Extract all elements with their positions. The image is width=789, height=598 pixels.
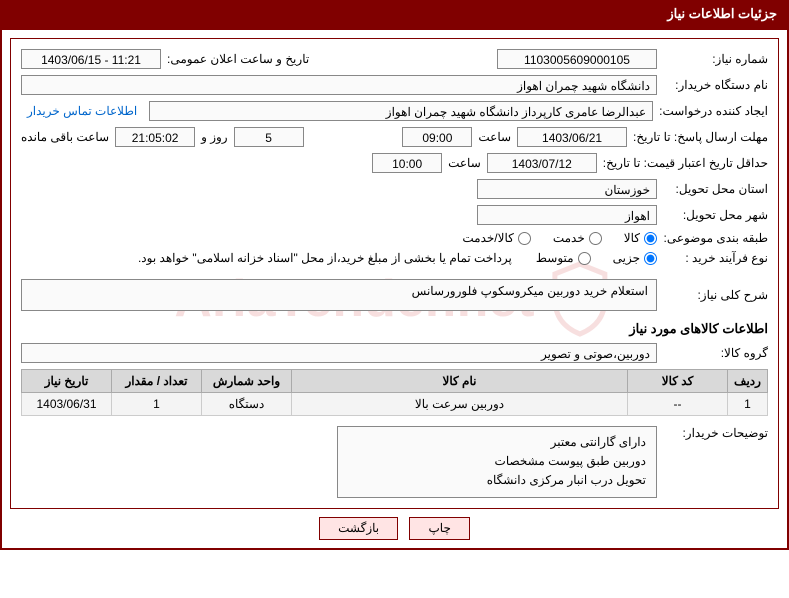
row-deadline: مهلت ارسال پاسخ: تا تاریخ: 1403/06/21 سا…	[21, 127, 768, 147]
group-label: گروه کالا:	[663, 346, 768, 360]
days-remaining-field: 5	[234, 127, 304, 147]
validity-date-field: 1403/07/12	[487, 153, 597, 173]
category-radios: کالا خدمت کالا/خدمت	[444, 231, 657, 245]
td-code: --	[628, 393, 728, 416]
validity-time-field: 10:00	[372, 153, 442, 173]
need-number-label: شماره نیاز:	[663, 52, 768, 66]
goods-table: ردیف کد کالا نام کالا واحد شمارش تعداد /…	[21, 369, 768, 416]
radio-partial-input[interactable]	[644, 252, 657, 265]
group-field: دوربین،صوتی و تصویر	[21, 343, 657, 363]
province-field: خوزستان	[477, 179, 657, 199]
process-note: پرداخت تمام یا بخشی از مبلغ خرید،از محل …	[21, 251, 512, 265]
page-title-bar: جزئیات اطلاعات نیاز	[0, 0, 789, 28]
radio-partial[interactable]: جزیی	[613, 251, 657, 265]
print-button[interactable]: چاپ	[409, 517, 469, 540]
outer-frame: شماره نیاز: 1103005609000105 تاریخ و ساع…	[0, 28, 789, 550]
page-title: جزئیات اطلاعات نیاز	[667, 6, 777, 21]
radio-service-input[interactable]	[589, 232, 602, 245]
buyer-notes-label: توضیحات خریدار:	[663, 426, 768, 440]
row-city: شهر محل تحویل: اهواز	[21, 205, 768, 225]
province-label: استان محل تحویل:	[663, 182, 768, 196]
note-line-2: دوربین طبق پیوست مشخصات	[348, 452, 646, 471]
desc-label: شرح کلی نیاز:	[663, 288, 768, 302]
countdown-field: 21:05:02	[115, 127, 195, 147]
note-line-1: دارای گارانتی معتبر	[348, 433, 646, 452]
td-unit: دستگاه	[202, 393, 292, 416]
announce-label: تاریخ و ساعت اعلان عمومی:	[167, 52, 309, 66]
announce-field: 1403/06/15 - 11:21	[21, 49, 161, 69]
need-number-field: 1103005609000105	[497, 49, 657, 69]
deadline-label: مهلت ارسال پاسخ: تا تاریخ:	[633, 130, 768, 144]
td-name: دوربین سرعت بالا	[292, 393, 628, 416]
buyer-org-label: نام دستگاه خریدار:	[663, 78, 768, 92]
row-province: استان محل تحویل: خوزستان	[21, 179, 768, 199]
requester-field: عبدالرضا عامری کارپرداز دانشگاه شهید چمر…	[149, 101, 653, 121]
contact-link[interactable]: اطلاعات تماس خریدار	[21, 104, 143, 118]
th-unit: واحد شمارش	[202, 370, 292, 393]
desc-textbox: استعلام خرید دوربین میکروسکوپ فلورورسانس	[21, 279, 657, 311]
back-button[interactable]: بازگشت	[319, 517, 398, 540]
city-field: اهواز	[477, 205, 657, 225]
th-row: ردیف	[728, 370, 768, 393]
table-header-row: ردیف کد کالا نام کالا واحد شمارش تعداد /…	[22, 370, 768, 393]
radio-medium[interactable]: متوسط	[536, 251, 591, 265]
radio-service[interactable]: خدمت	[553, 231, 602, 245]
buyer-notes-box: دارای گارانتی معتبر دوربین طبق پیوست مشخ…	[337, 426, 657, 498]
deadline-time-label: ساعت	[478, 130, 511, 144]
radio-medium-input[interactable]	[578, 252, 591, 265]
row-buyer-notes: توضیحات خریدار: دارای گارانتی معتبر دورب…	[21, 426, 768, 498]
th-name: نام کالا	[292, 370, 628, 393]
remain-word: ساعت باقی مانده	[21, 130, 109, 144]
row-desc: شرح کلی نیاز: استعلام خرید دوربین میکروس…	[21, 279, 768, 311]
city-label: شهر محل تحویل:	[663, 208, 768, 222]
buyer-org-field: دانشگاه شهید چمران اهواز	[21, 75, 657, 95]
table-row: 1 -- دوربین سرعت بالا دستگاه 1 1403/06/3…	[22, 393, 768, 416]
td-qty: 1	[112, 393, 202, 416]
row-requester: ایجاد کننده درخواست: عبدالرضا عامری کارپ…	[21, 101, 768, 121]
inner-frame: شماره نیاز: 1103005609000105 تاریخ و ساع…	[10, 38, 779, 509]
deadline-date-field: 1403/06/21	[517, 127, 627, 147]
td-date: 1403/06/31	[22, 393, 112, 416]
row-buyer-org: نام دستگاه خریدار: دانشگاه شهید چمران اه…	[21, 75, 768, 95]
radio-goods[interactable]: کالا	[624, 231, 657, 245]
requester-label: ایجاد کننده درخواست:	[659, 104, 768, 118]
th-code: کد کالا	[628, 370, 728, 393]
days-word: روز و	[201, 130, 228, 144]
td-row: 1	[728, 393, 768, 416]
th-date: تاریخ نیاز	[22, 370, 112, 393]
row-category: طبقه بندی موضوعی: کالا خدمت کالا/خدمت	[21, 231, 768, 245]
process-radios: جزیی متوسط	[518, 251, 657, 265]
note-line-3: تحویل درب انبار مرکزی دانشگاه	[348, 471, 646, 490]
row-group: گروه کالا: دوربین،صوتی و تصویر	[21, 343, 768, 363]
goods-info-title: اطلاعات کالاهای مورد نیاز	[21, 321, 768, 337]
radio-both[interactable]: کالا/خدمت	[462, 231, 530, 245]
validity-label: حداقل تاریخ اعتبار قیمت: تا تاریخ:	[603, 156, 768, 170]
row-need-number: شماره نیاز: 1103005609000105 تاریخ و ساع…	[21, 49, 768, 69]
row-validity: حداقل تاریخ اعتبار قیمت: تا تاریخ: 1403/…	[21, 153, 768, 173]
row-process: نوع فرآیند خرید : جزیی متوسط پرداخت تمام…	[21, 251, 768, 265]
category-label: طبقه بندی موضوعی:	[663, 231, 768, 245]
deadline-time-field: 09:00	[402, 127, 472, 147]
process-label: نوع فرآیند خرید :	[663, 251, 768, 265]
button-row: چاپ بازگشت	[10, 517, 779, 540]
validity-time-label: ساعت	[448, 156, 481, 170]
th-qty: تعداد / مقدار	[112, 370, 202, 393]
radio-both-input[interactable]	[518, 232, 531, 245]
radio-goods-input[interactable]	[644, 232, 657, 245]
